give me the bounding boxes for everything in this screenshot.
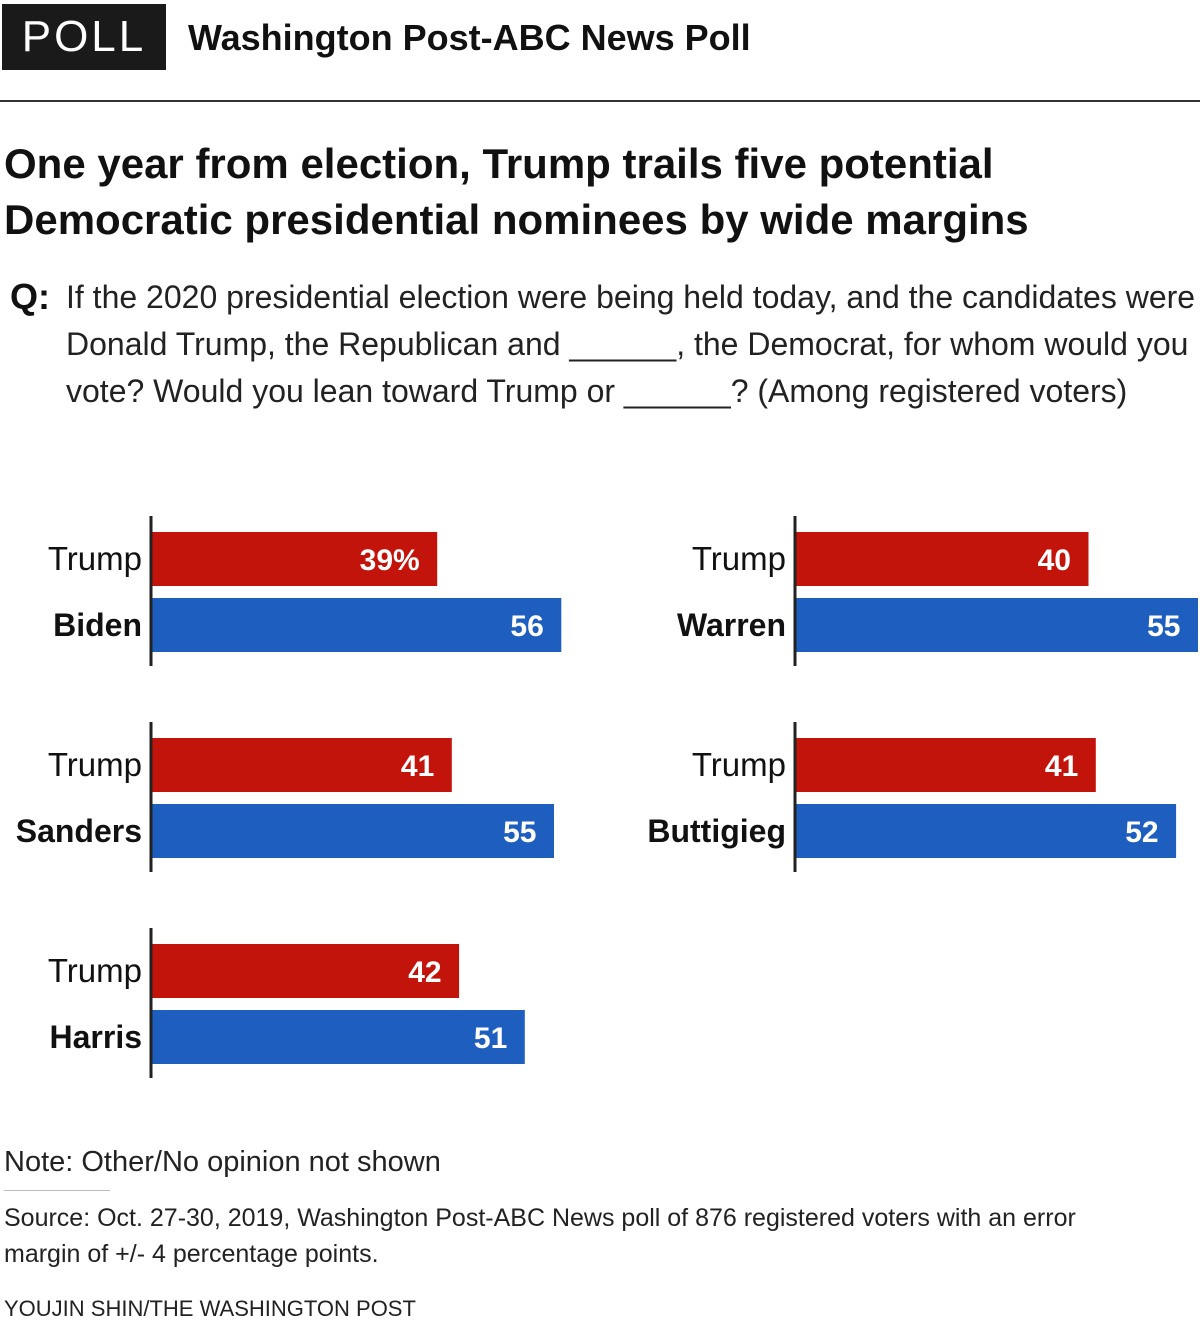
bar-biden-vs-biden	[152, 598, 562, 652]
matchup-bar-chart: Trump 39% Biden 56 Trump 40 Warren 55 Trump 41 San…	[16, 516, 1198, 1078]
bar-trump-vs-biden	[152, 532, 438, 586]
question-text: If the 2020 presidential election were b…	[66, 279, 1196, 409]
bar-warren-vs-warren	[796, 598, 1198, 652]
value-trump-vs-sanders: 41	[401, 750, 434, 783]
source-text: Source: Oct. 27-30, 2019, Washington Pos…	[4, 1204, 1076, 1268]
value-buttigieg-vs-buttigieg: 52	[1125, 816, 1158, 849]
value-harris-vs-harris: 51	[474, 1022, 507, 1055]
label-trump-vs-warren: Trump	[692, 540, 786, 577]
bar-harris-vs-harris	[152, 1010, 525, 1064]
bar-trump-vs-sanders	[152, 738, 452, 792]
chart-note: Note: Other/No opinion not shown	[4, 1146, 441, 1178]
label-trump-vs-harris: Trump	[48, 952, 142, 989]
header-title: Washington Post-ABC News Poll	[188, 17, 751, 58]
label-trump-vs-biden: Trump	[48, 540, 142, 577]
poll-badge: POLL	[2, 4, 166, 70]
label-trump-vs-buttigieg: Trump	[692, 746, 786, 783]
label-buttigieg-vs-buttigieg: Buttigieg	[647, 813, 786, 849]
question-label: Q:	[10, 276, 50, 317]
bar-trump-vs-buttigieg	[796, 738, 1096, 792]
label-biden-vs-biden: Biden	[53, 607, 142, 643]
label-warren-vs-warren: Warren	[677, 607, 786, 643]
bar-buttigieg-vs-buttigieg	[796, 804, 1177, 858]
label-trump-vs-sanders: Trump	[48, 746, 142, 783]
bar-trump-vs-harris	[152, 944, 460, 998]
value-trump-vs-warren: 40	[1038, 544, 1071, 577]
value-sanders-vs-sanders: 55	[503, 816, 536, 849]
value-trump-vs-buttigieg: 41	[1045, 750, 1078, 783]
chart-headline: One year from election, Trump trails fiv…	[4, 140, 1029, 243]
value-trump-vs-harris: 42	[408, 956, 441, 989]
header-divider	[0, 100, 1200, 102]
note-divider	[4, 1190, 110, 1191]
bar-trump-vs-warren	[796, 532, 1089, 586]
label-sanders-vs-sanders: Sanders	[16, 813, 142, 849]
credit-text: YOUJIN SHIN/THE WASHINGTON POST	[4, 1296, 416, 1321]
value-biden-vs-biden: 56	[510, 610, 543, 643]
bar-sanders-vs-sanders	[152, 804, 554, 858]
value-warren-vs-warren: 55	[1147, 610, 1180, 643]
value-trump-vs-biden: 39%	[360, 544, 420, 577]
label-harris-vs-harris: Harris	[50, 1019, 143, 1055]
